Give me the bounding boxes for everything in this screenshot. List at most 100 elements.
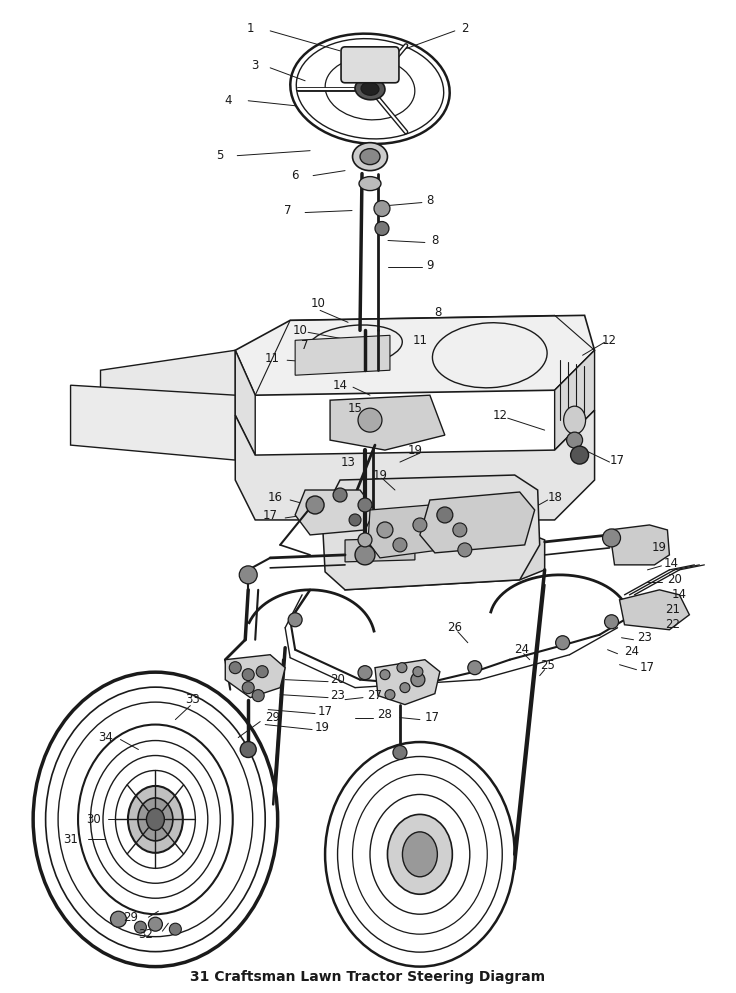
- Text: 20: 20: [667, 573, 682, 586]
- FancyBboxPatch shape: [341, 47, 399, 82]
- Polygon shape: [345, 530, 545, 590]
- Text: 4: 4: [224, 94, 232, 107]
- Circle shape: [570, 446, 589, 464]
- Text: 21: 21: [665, 604, 680, 617]
- Text: 24: 24: [624, 645, 639, 658]
- Circle shape: [349, 514, 361, 526]
- Text: 27: 27: [367, 689, 383, 702]
- Text: 19: 19: [372, 469, 387, 482]
- Text: 1: 1: [247, 23, 254, 36]
- Polygon shape: [609, 525, 670, 565]
- Text: 30: 30: [86, 813, 101, 826]
- Text: 11: 11: [412, 334, 428, 347]
- Circle shape: [400, 682, 410, 693]
- Polygon shape: [101, 351, 236, 430]
- Polygon shape: [236, 316, 595, 395]
- Text: 17: 17: [610, 454, 625, 467]
- Circle shape: [385, 689, 395, 700]
- Text: 19: 19: [408, 444, 422, 457]
- Text: 14: 14: [333, 378, 347, 391]
- Text: 19: 19: [652, 541, 667, 554]
- Text: 16: 16: [268, 492, 283, 504]
- Text: 7: 7: [301, 339, 309, 352]
- Polygon shape: [345, 538, 415, 562]
- Text: 28: 28: [378, 708, 392, 721]
- Circle shape: [333, 488, 347, 502]
- Circle shape: [604, 615, 618, 629]
- Circle shape: [377, 522, 393, 538]
- Polygon shape: [375, 659, 440, 705]
- Text: 24: 24: [514, 643, 529, 656]
- Polygon shape: [295, 490, 375, 535]
- Circle shape: [110, 912, 127, 927]
- Circle shape: [135, 922, 146, 933]
- Circle shape: [252, 689, 264, 702]
- Circle shape: [355, 545, 375, 565]
- Circle shape: [358, 408, 382, 432]
- Circle shape: [374, 201, 390, 216]
- Ellipse shape: [146, 808, 164, 830]
- Text: 5: 5: [216, 149, 224, 162]
- Circle shape: [437, 507, 453, 523]
- Circle shape: [169, 923, 181, 935]
- Polygon shape: [236, 410, 595, 520]
- Ellipse shape: [138, 798, 173, 841]
- Text: 6: 6: [291, 169, 299, 182]
- Circle shape: [306, 496, 324, 514]
- Circle shape: [413, 666, 423, 676]
- Text: 9: 9: [426, 259, 434, 272]
- Ellipse shape: [359, 177, 381, 191]
- Text: 8: 8: [434, 306, 442, 319]
- Circle shape: [239, 566, 257, 584]
- Text: 17: 17: [317, 705, 333, 718]
- Circle shape: [453, 523, 467, 537]
- Circle shape: [375, 221, 389, 235]
- Text: 7: 7: [284, 204, 292, 217]
- Text: 32: 32: [138, 927, 153, 940]
- Circle shape: [393, 746, 407, 760]
- Ellipse shape: [360, 149, 380, 165]
- Ellipse shape: [387, 814, 453, 895]
- Text: 10: 10: [293, 324, 308, 337]
- Text: 13: 13: [341, 456, 355, 469]
- Text: 23: 23: [330, 689, 345, 702]
- Ellipse shape: [403, 832, 437, 877]
- Text: 17: 17: [425, 711, 439, 724]
- Text: 14: 14: [672, 588, 687, 602]
- Polygon shape: [555, 351, 595, 450]
- Text: 18: 18: [547, 492, 562, 504]
- Text: 31 Craftsman Lawn Tractor Steering Diagram: 31 Craftsman Lawn Tractor Steering Diagr…: [191, 970, 545, 984]
- Circle shape: [468, 660, 482, 674]
- Circle shape: [603, 529, 620, 547]
- Polygon shape: [295, 336, 390, 375]
- Polygon shape: [620, 590, 690, 630]
- Polygon shape: [322, 475, 539, 590]
- Circle shape: [358, 665, 372, 679]
- Text: 26: 26: [447, 622, 462, 635]
- Text: 34: 34: [98, 731, 113, 744]
- Text: 2: 2: [461, 23, 469, 36]
- Circle shape: [556, 636, 570, 649]
- Circle shape: [242, 668, 254, 680]
- Text: 8: 8: [426, 194, 434, 208]
- Text: 3: 3: [252, 60, 259, 72]
- Text: 17: 17: [640, 661, 655, 674]
- Text: 23: 23: [637, 632, 652, 644]
- Circle shape: [149, 918, 163, 931]
- Circle shape: [242, 681, 254, 694]
- Text: 25: 25: [540, 659, 555, 672]
- Text: 29: 29: [265, 711, 280, 724]
- Circle shape: [358, 498, 372, 512]
- Circle shape: [289, 613, 302, 627]
- Text: 12: 12: [492, 409, 507, 422]
- Text: 22: 22: [665, 619, 680, 632]
- Ellipse shape: [353, 143, 387, 171]
- Circle shape: [380, 669, 390, 679]
- Circle shape: [358, 533, 372, 547]
- Text: 17: 17: [263, 509, 277, 522]
- Text: 15: 15: [347, 401, 362, 415]
- Ellipse shape: [361, 82, 379, 95]
- Polygon shape: [420, 492, 534, 553]
- Text: 12: 12: [602, 334, 617, 347]
- Circle shape: [256, 665, 268, 677]
